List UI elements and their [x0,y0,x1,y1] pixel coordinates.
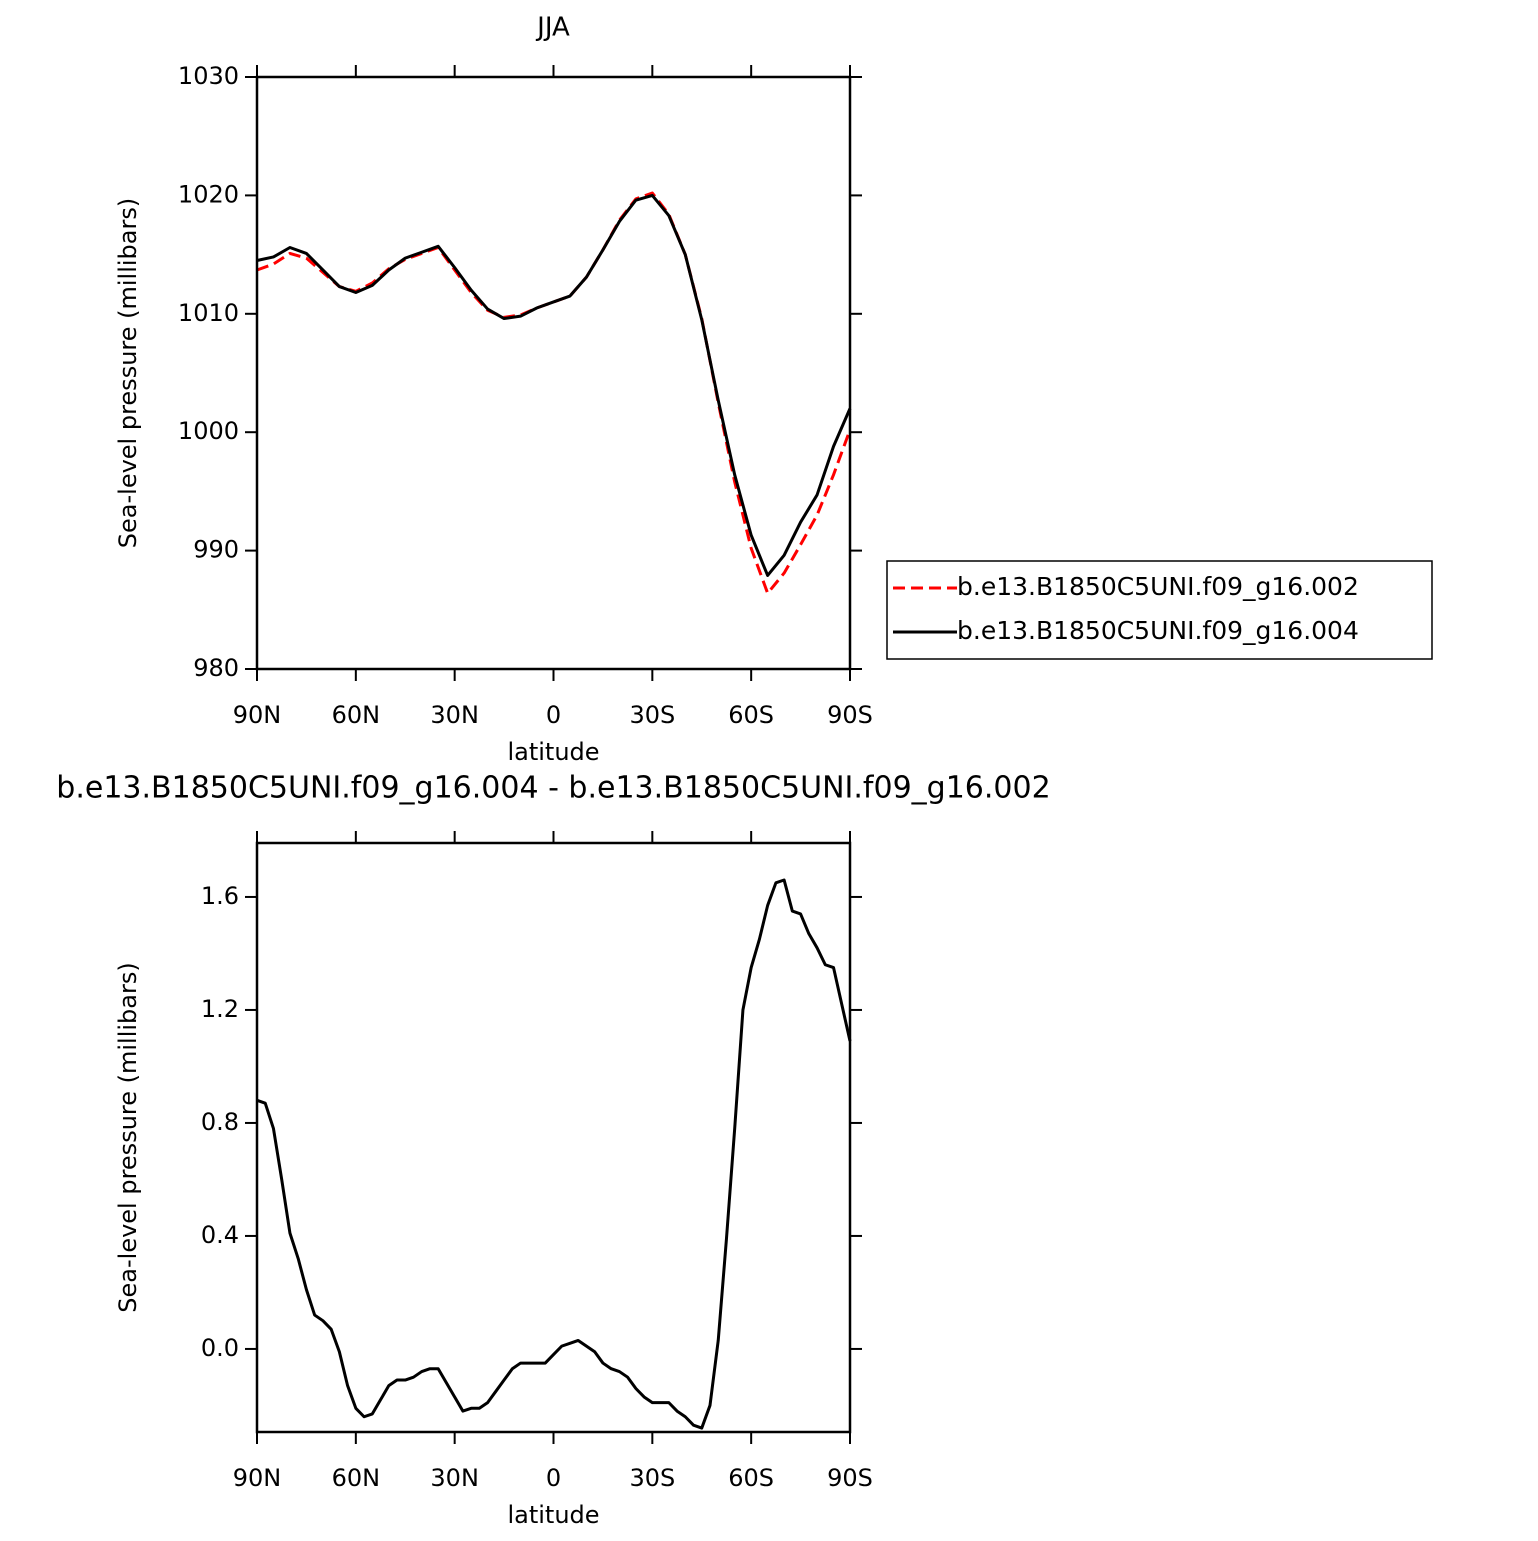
y-tick-label: 0.8 [201,1108,239,1136]
legend-label: b.e13.B1850C5UNI.f09_g16.004 [957,616,1359,645]
y-tick-label: 1030 [178,62,239,90]
y-tick-label: 0.0 [201,1334,239,1362]
chart-title: b.e13.B1850C5UNI.f09_g16.004 - b.e13.B18… [56,771,1050,806]
y-tick-label: 0.4 [201,1221,239,1249]
x-tick-label: 30N [430,701,479,729]
plot-frame [255,75,852,671]
x-axis-label: latitude [507,1501,599,1529]
y-tick-label: 1020 [178,180,239,208]
y-tick-label: 1.6 [201,882,239,910]
x-axis-label: latitude [507,738,599,766]
x-tick-label: 30N [430,1464,479,1492]
x-tick-label: 60S [728,1464,774,1492]
y-axis-label: Sea-level pressure (millibars) [114,198,142,548]
legend-box [886,560,1433,660]
x-tick-label: 60N [332,701,381,729]
y-tick-label: 990 [193,536,239,564]
legend-label: b.e13.B1850C5UNI.f09_g16.002 [957,572,1359,601]
y-tick-label: 1010 [178,299,239,327]
y-tick-label: 1000 [178,417,239,445]
series-line [256,878,852,1430]
y-tick-label: 1.2 [201,995,239,1023]
x-tick-label: 0 [546,701,561,729]
x-tick-label: 90S [827,701,873,729]
y-tick-label: 980 [193,654,239,682]
plot-frame [255,841,852,1434]
x-tick-label: 60S [728,701,774,729]
x-tick-label: 60N [332,1464,381,1492]
x-tick-label: 90N [233,701,282,729]
x-tick-label: 90S [827,1464,873,1492]
x-tick-label: 0 [546,1464,561,1492]
series-line [256,193,852,577]
x-tick-label: 30S [629,1464,675,1492]
chart-title: JJA [535,13,570,43]
x-tick-label: 30S [629,701,675,729]
series-line [256,191,852,595]
y-axis-label: Sea-level pressure (millibars) [114,962,142,1312]
x-tick-label: 90N [233,1464,282,1492]
